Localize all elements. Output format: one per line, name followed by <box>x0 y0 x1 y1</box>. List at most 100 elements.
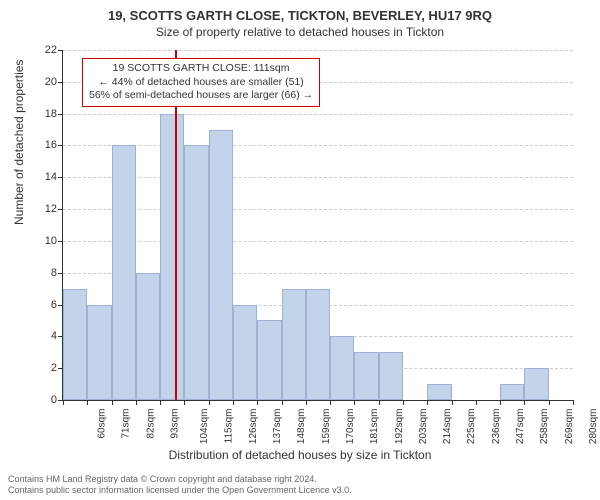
y-tick-label: 22 <box>27 44 57 56</box>
histogram-bar <box>209 130 233 400</box>
histogram-bar <box>306 289 330 400</box>
x-tick-mark <box>427 400 428 405</box>
histogram-bar <box>330 336 354 400</box>
x-tick-mark <box>549 400 550 405</box>
x-tick-mark <box>500 400 501 405</box>
histogram-bar <box>112 145 136 400</box>
x-tick-mark <box>63 400 64 405</box>
y-tick-mark <box>58 209 63 210</box>
x-tick-mark <box>233 400 234 405</box>
x-tick-mark <box>476 400 477 405</box>
histogram-bar <box>500 384 524 400</box>
y-tick-label: 10 <box>27 235 57 247</box>
x-tick-mark <box>160 400 161 405</box>
x-tick-label: 104sqm <box>199 409 210 445</box>
x-tick-label: 71sqm <box>121 409 132 439</box>
x-tick-mark <box>184 400 185 405</box>
chart-area: 0246810121416182022 60sqm71sqm82sqm93sqm… <box>62 50 572 400</box>
x-tick-label: 236sqm <box>491 409 502 445</box>
x-tick-label: 159sqm <box>321 409 332 445</box>
histogram-bar <box>379 352 403 400</box>
histogram-bar <box>87 305 111 400</box>
x-tick-label: 247sqm <box>515 409 526 445</box>
x-tick-mark <box>524 400 525 405</box>
x-tick-mark <box>403 400 404 405</box>
x-tick-mark <box>87 400 88 405</box>
x-tick-label: 115sqm <box>223 409 234 444</box>
footer-text: Contains HM Land Registry data © Crown c… <box>8 474 352 496</box>
x-tick-label: 137sqm <box>272 409 283 445</box>
y-tick-label: 20 <box>27 76 57 88</box>
x-tick-label: 280sqm <box>588 409 599 445</box>
y-tick-label: 4 <box>27 330 57 342</box>
x-tick-mark <box>379 400 380 405</box>
y-tick-label: 16 <box>27 139 57 151</box>
y-tick-label: 18 <box>27 108 57 120</box>
y-tick-label: 0 <box>27 394 57 406</box>
chart-title: 19, SCOTTS GARTH CLOSE, TICKTON, BEVERLE… <box>0 0 600 23</box>
histogram-bar <box>282 289 306 400</box>
annotation-line3: 56% of semi-detached houses are larger (… <box>89 89 313 103</box>
histogram-bar <box>257 320 281 400</box>
x-tick-label: 181sqm <box>369 409 380 445</box>
x-tick-mark <box>282 400 283 405</box>
y-tick-mark <box>58 114 63 115</box>
grid-line <box>63 114 573 115</box>
y-tick-mark <box>58 368 63 369</box>
y-tick-mark <box>58 273 63 274</box>
x-tick-label: 60sqm <box>97 409 108 439</box>
x-tick-label: 203sqm <box>418 409 429 445</box>
x-tick-mark <box>573 400 574 405</box>
histogram-bar <box>160 114 184 400</box>
annotation-line2: ← 44% of detached houses are smaller (51… <box>89 76 313 90</box>
x-tick-label: 225sqm <box>467 409 478 445</box>
y-tick-label: 14 <box>27 171 57 183</box>
histogram-bar <box>184 145 208 400</box>
x-tick-label: 93sqm <box>170 409 181 439</box>
x-tick-mark <box>209 400 210 405</box>
x-tick-mark <box>452 400 453 405</box>
x-tick-label: 269sqm <box>564 409 575 445</box>
x-tick-label: 170sqm <box>345 409 356 445</box>
y-tick-label: 8 <box>27 267 57 279</box>
annotation-box: 19 SCOTTS GARTH CLOSE: 111sqm ← 44% of d… <box>82 58 320 107</box>
x-axis-label: Distribution of detached houses by size … <box>0 448 600 462</box>
x-tick-mark <box>354 400 355 405</box>
x-tick-label: 82sqm <box>145 409 156 439</box>
footer-line1: Contains HM Land Registry data © Crown c… <box>8 474 352 485</box>
grid-line <box>63 177 573 178</box>
x-tick-label: 148sqm <box>297 409 308 445</box>
x-tick-mark <box>112 400 113 405</box>
y-tick-label: 2 <box>27 362 57 374</box>
y-tick-mark <box>58 305 63 306</box>
y-tick-label: 6 <box>27 299 57 311</box>
x-tick-mark <box>306 400 307 405</box>
chart-container: 19, SCOTTS GARTH CLOSE, TICKTON, BEVERLE… <box>0 0 600 500</box>
x-tick-mark <box>257 400 258 405</box>
x-tick-label: 192sqm <box>394 409 405 445</box>
grid-line <box>63 241 573 242</box>
x-tick-label: 258sqm <box>539 409 550 445</box>
histogram-bar <box>233 305 257 400</box>
histogram-bar <box>136 273 160 400</box>
histogram-bar <box>427 384 451 400</box>
y-tick-mark <box>58 241 63 242</box>
histogram-bar <box>354 352 378 400</box>
y-tick-mark <box>58 50 63 51</box>
y-axis-label: Number of detached properties <box>12 60 26 225</box>
chart-subtitle: Size of property relative to detached ho… <box>0 25 600 39</box>
x-tick-label: 214sqm <box>442 409 453 445</box>
x-tick-mark <box>330 400 331 405</box>
grid-line <box>63 209 573 210</box>
y-tick-label: 12 <box>27 203 57 215</box>
y-tick-mark <box>58 177 63 178</box>
histogram-bar <box>63 289 87 400</box>
annotation-line1: 19 SCOTTS GARTH CLOSE: 111sqm <box>89 62 313 76</box>
grid-line <box>63 145 573 146</box>
footer-line2: Contains public sector information licen… <box>8 485 352 496</box>
y-tick-mark <box>58 336 63 337</box>
y-tick-mark <box>58 145 63 146</box>
y-tick-mark <box>58 82 63 83</box>
x-tick-label: 126sqm <box>248 409 259 445</box>
x-tick-mark <box>136 400 137 405</box>
